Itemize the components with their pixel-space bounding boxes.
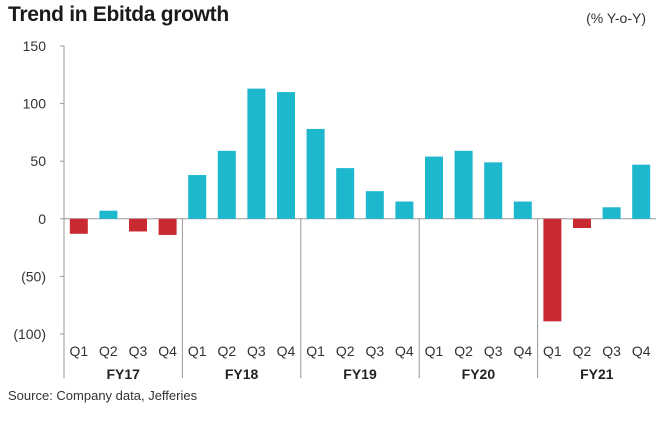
x-tick-label: Q1	[306, 343, 325, 359]
bar-fy17-q2	[99, 210, 118, 219]
bar-fy18-q1	[188, 175, 207, 219]
x-tick-label: Q2	[454, 343, 473, 359]
x-tick-label: Q3	[484, 343, 503, 359]
unit-label: (% Y-o-Y)	[586, 10, 646, 26]
bar-fy18-q3	[247, 88, 266, 219]
x-tick-label: Q2	[217, 343, 236, 359]
x-tick-label: Q2	[336, 343, 355, 359]
bar-fy20-q4	[513, 201, 532, 219]
bar-fy18-q4	[277, 92, 295, 219]
x-tick-label: Q4	[513, 343, 532, 359]
year-group-label: FY21	[580, 366, 614, 382]
bar-fy21-q1	[543, 218, 562, 322]
bar-fy17-q3	[129, 218, 147, 232]
bar-fy21-q3	[602, 207, 621, 219]
bar-fy20-q2	[454, 150, 473, 219]
bar-fy20-q3	[484, 162, 503, 219]
year-group-label: FY17	[106, 366, 140, 382]
x-tick-label: Q3	[365, 343, 384, 359]
y-tick-label: 150	[23, 38, 47, 54]
x-tick-label: Q4	[395, 343, 414, 359]
year-group-label: FY18	[225, 366, 259, 382]
source-note: Source: Company data, Jefferies	[8, 388, 198, 403]
x-tick-label: Q4	[632, 343, 651, 359]
x-tick-label: Q4	[158, 343, 177, 359]
x-tick-label: Q3	[247, 343, 266, 359]
x-tick-label: Q1	[543, 343, 562, 359]
x-tick-label: Q2	[99, 343, 118, 359]
x-tick-label: Q1	[425, 343, 444, 359]
y-tick-label: 0	[38, 211, 46, 227]
bar-fy19-q4	[395, 201, 414, 219]
bar-fy19-q3	[365, 191, 384, 219]
year-group-label: FY19	[343, 366, 377, 382]
x-tick-label: Q4	[277, 343, 296, 359]
y-tick-label: (50)	[21, 268, 46, 284]
year-group-label: FY20	[462, 366, 496, 382]
bar-fy21-q2	[573, 218, 591, 229]
bar-fy17-q4	[158, 218, 177, 235]
bar-fy19-q2	[336, 168, 355, 219]
bar-fy17-q1	[69, 218, 88, 234]
x-tick-label: Q1	[69, 343, 88, 359]
bar-fy20-q1	[425, 156, 443, 219]
x-tick-label: Q1	[188, 343, 207, 359]
y-tick-label: 100	[23, 96, 47, 112]
x-tick-label: Q3	[129, 343, 148, 359]
bar-fy18-q2	[217, 150, 236, 219]
bar-fy21-q4	[632, 164, 651, 219]
y-tick-label: 50	[30, 153, 46, 169]
x-tick-label: Q2	[573, 343, 592, 359]
y-tick-label: (100)	[13, 326, 46, 342]
chart-title: Trend in Ebitda growth	[8, 3, 229, 26]
bar-fy19-q1	[306, 128, 325, 219]
x-tick-label: Q3	[602, 343, 621, 359]
